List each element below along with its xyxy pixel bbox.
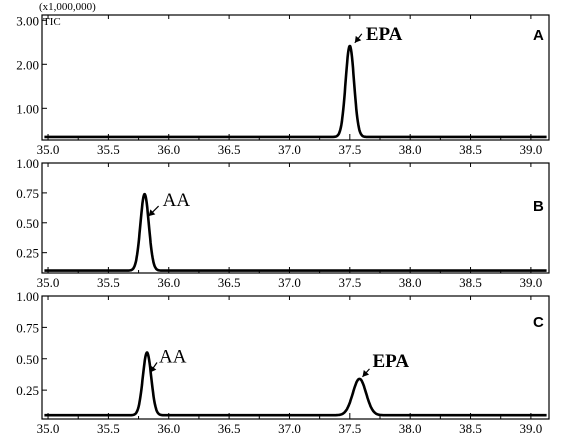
y-tick-label: 0.25 [16, 383, 39, 398]
x-tick-label: 38.0 [399, 275, 422, 290]
y-tick-label: 1.00 [16, 289, 39, 304]
peak-label-aa: AA [159, 346, 187, 367]
panel-a: 35.0 35.5 36.0 36.5 37.0 37.5 38.0 38.5 39.0 3.00… [16, 13, 550, 157]
x-tick-label: 35.0 [37, 421, 60, 436]
y-tick-label: 0.75 [16, 186, 39, 201]
x-tick-label: 37.0 [278, 142, 301, 157]
peak-label-epa: EPA [372, 351, 409, 372]
plot-frame [41, 295, 550, 420]
x-tick-label: 38.0 [399, 142, 422, 157]
x-tick-label: 36.5 [218, 421, 241, 436]
x-tick-label: 35.5 [97, 275, 120, 290]
panel-letter: A [533, 27, 544, 44]
x-tick-label: 35.5 [97, 421, 120, 436]
x-tick-label: 37.0 [278, 421, 301, 436]
panel-letter: C [533, 314, 544, 331]
y-tick-label: 0.50 [16, 352, 39, 367]
x-tick-label: 39.0 [520, 142, 543, 157]
x-tick-label: 36.5 [218, 142, 241, 157]
arrow-head [148, 209, 156, 217]
x-tick-label: 37.0 [278, 275, 301, 290]
trace-line [43, 44, 548, 139]
x-tick-label: 37.5 [338, 142, 361, 157]
x-tick-label: 38.5 [459, 142, 482, 157]
tic-label: TIC [43, 16, 61, 28]
arrow-head [354, 35, 362, 43]
trace-line [43, 192, 548, 272]
x-tick-label: 38.5 [459, 421, 482, 436]
x-tick-label: 39.0 [520, 275, 543, 290]
x-tick-label: 36.5 [218, 275, 241, 290]
plot-frame [41, 14, 550, 141]
y-tick-label: 1.00 [16, 101, 39, 116]
peak-label-aa: AA [163, 190, 191, 211]
y-tick-label: 0.75 [16, 320, 39, 335]
x-tick-label: 36.0 [157, 275, 180, 290]
arrow-head [362, 370, 370, 377]
y-tick-label: 2.00 [16, 57, 39, 72]
x-tick-label: 36.0 [157, 421, 180, 436]
x-tick-label: 35.0 [37, 142, 60, 157]
y-tick-label: 0.25 [16, 246, 39, 261]
arrow-head [150, 365, 157, 373]
x-tick-label: 38.5 [459, 275, 482, 290]
panel-letter: B [533, 198, 544, 215]
x-tick-label: 35.5 [97, 142, 120, 157]
x-tick-label: 35.0 [37, 275, 60, 290]
x-tick-label: 39.0 [520, 421, 543, 436]
x-tick-label: 37.5 [338, 275, 361, 290]
panel-b: 35.0 35.5 36.0 36.5 37.0 37.5 38.0 38.5 39.0 1.00… [16, 156, 550, 290]
y-tick-label: 0.50 [16, 216, 39, 231]
x-tick-label: 36.0 [157, 142, 180, 157]
y-tick-label: 1.00 [16, 156, 39, 171]
plot-frame [41, 162, 550, 274]
scale-label: (x1,000,000) [39, 1, 96, 13]
panel-c: 35.0 35.5 36.0 36.5 37.0 37.5 38.0 38.5 39.0 1.00… [16, 289, 550, 436]
x-tick-label: 38.0 [399, 421, 422, 436]
y-tick-label: 3.00 [16, 13, 39, 28]
x-tick-label: 37.5 [338, 421, 361, 436]
trace-line [43, 351, 548, 417]
peak-label-epa: EPA [366, 24, 403, 45]
